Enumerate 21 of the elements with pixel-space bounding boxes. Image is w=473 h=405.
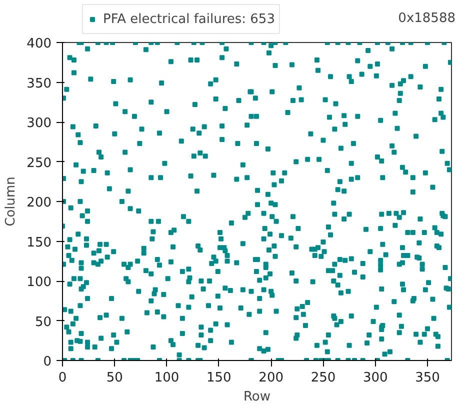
y-tick-label: 200 (26, 196, 52, 210)
y-axis-title: Column (4, 176, 19, 226)
x-tick-label: 50 (106, 370, 123, 386)
x-tick-label: 150 (206, 370, 232, 386)
y-tick-label: 350 (26, 76, 52, 92)
x-tick-label: 0 (58, 370, 67, 386)
text: 0x18588 (398, 11, 456, 26)
y-tick-label: 250 (26, 156, 52, 171)
y-tick-label: 400 (26, 36, 52, 52)
x-tick-label: 100 (154, 370, 180, 386)
x-tick-label: 250 (310, 370, 336, 386)
x-axis-title: Row (243, 390, 271, 404)
x-tick-label: 200 (258, 370, 284, 386)
legend-label: PFA electrical failures: 653 (103, 12, 275, 26)
y-tick-label: 50 (34, 314, 52, 330)
y-tick-label: 300 (26, 116, 52, 131)
y-tick-label: 150 (26, 235, 52, 250)
x-tick-label: 350 (415, 370, 440, 386)
y-tick-label: 100 (26, 275, 52, 290)
x-tick-label: 300 (362, 370, 388, 386)
y-tick-label: 0 (43, 354, 52, 370)
